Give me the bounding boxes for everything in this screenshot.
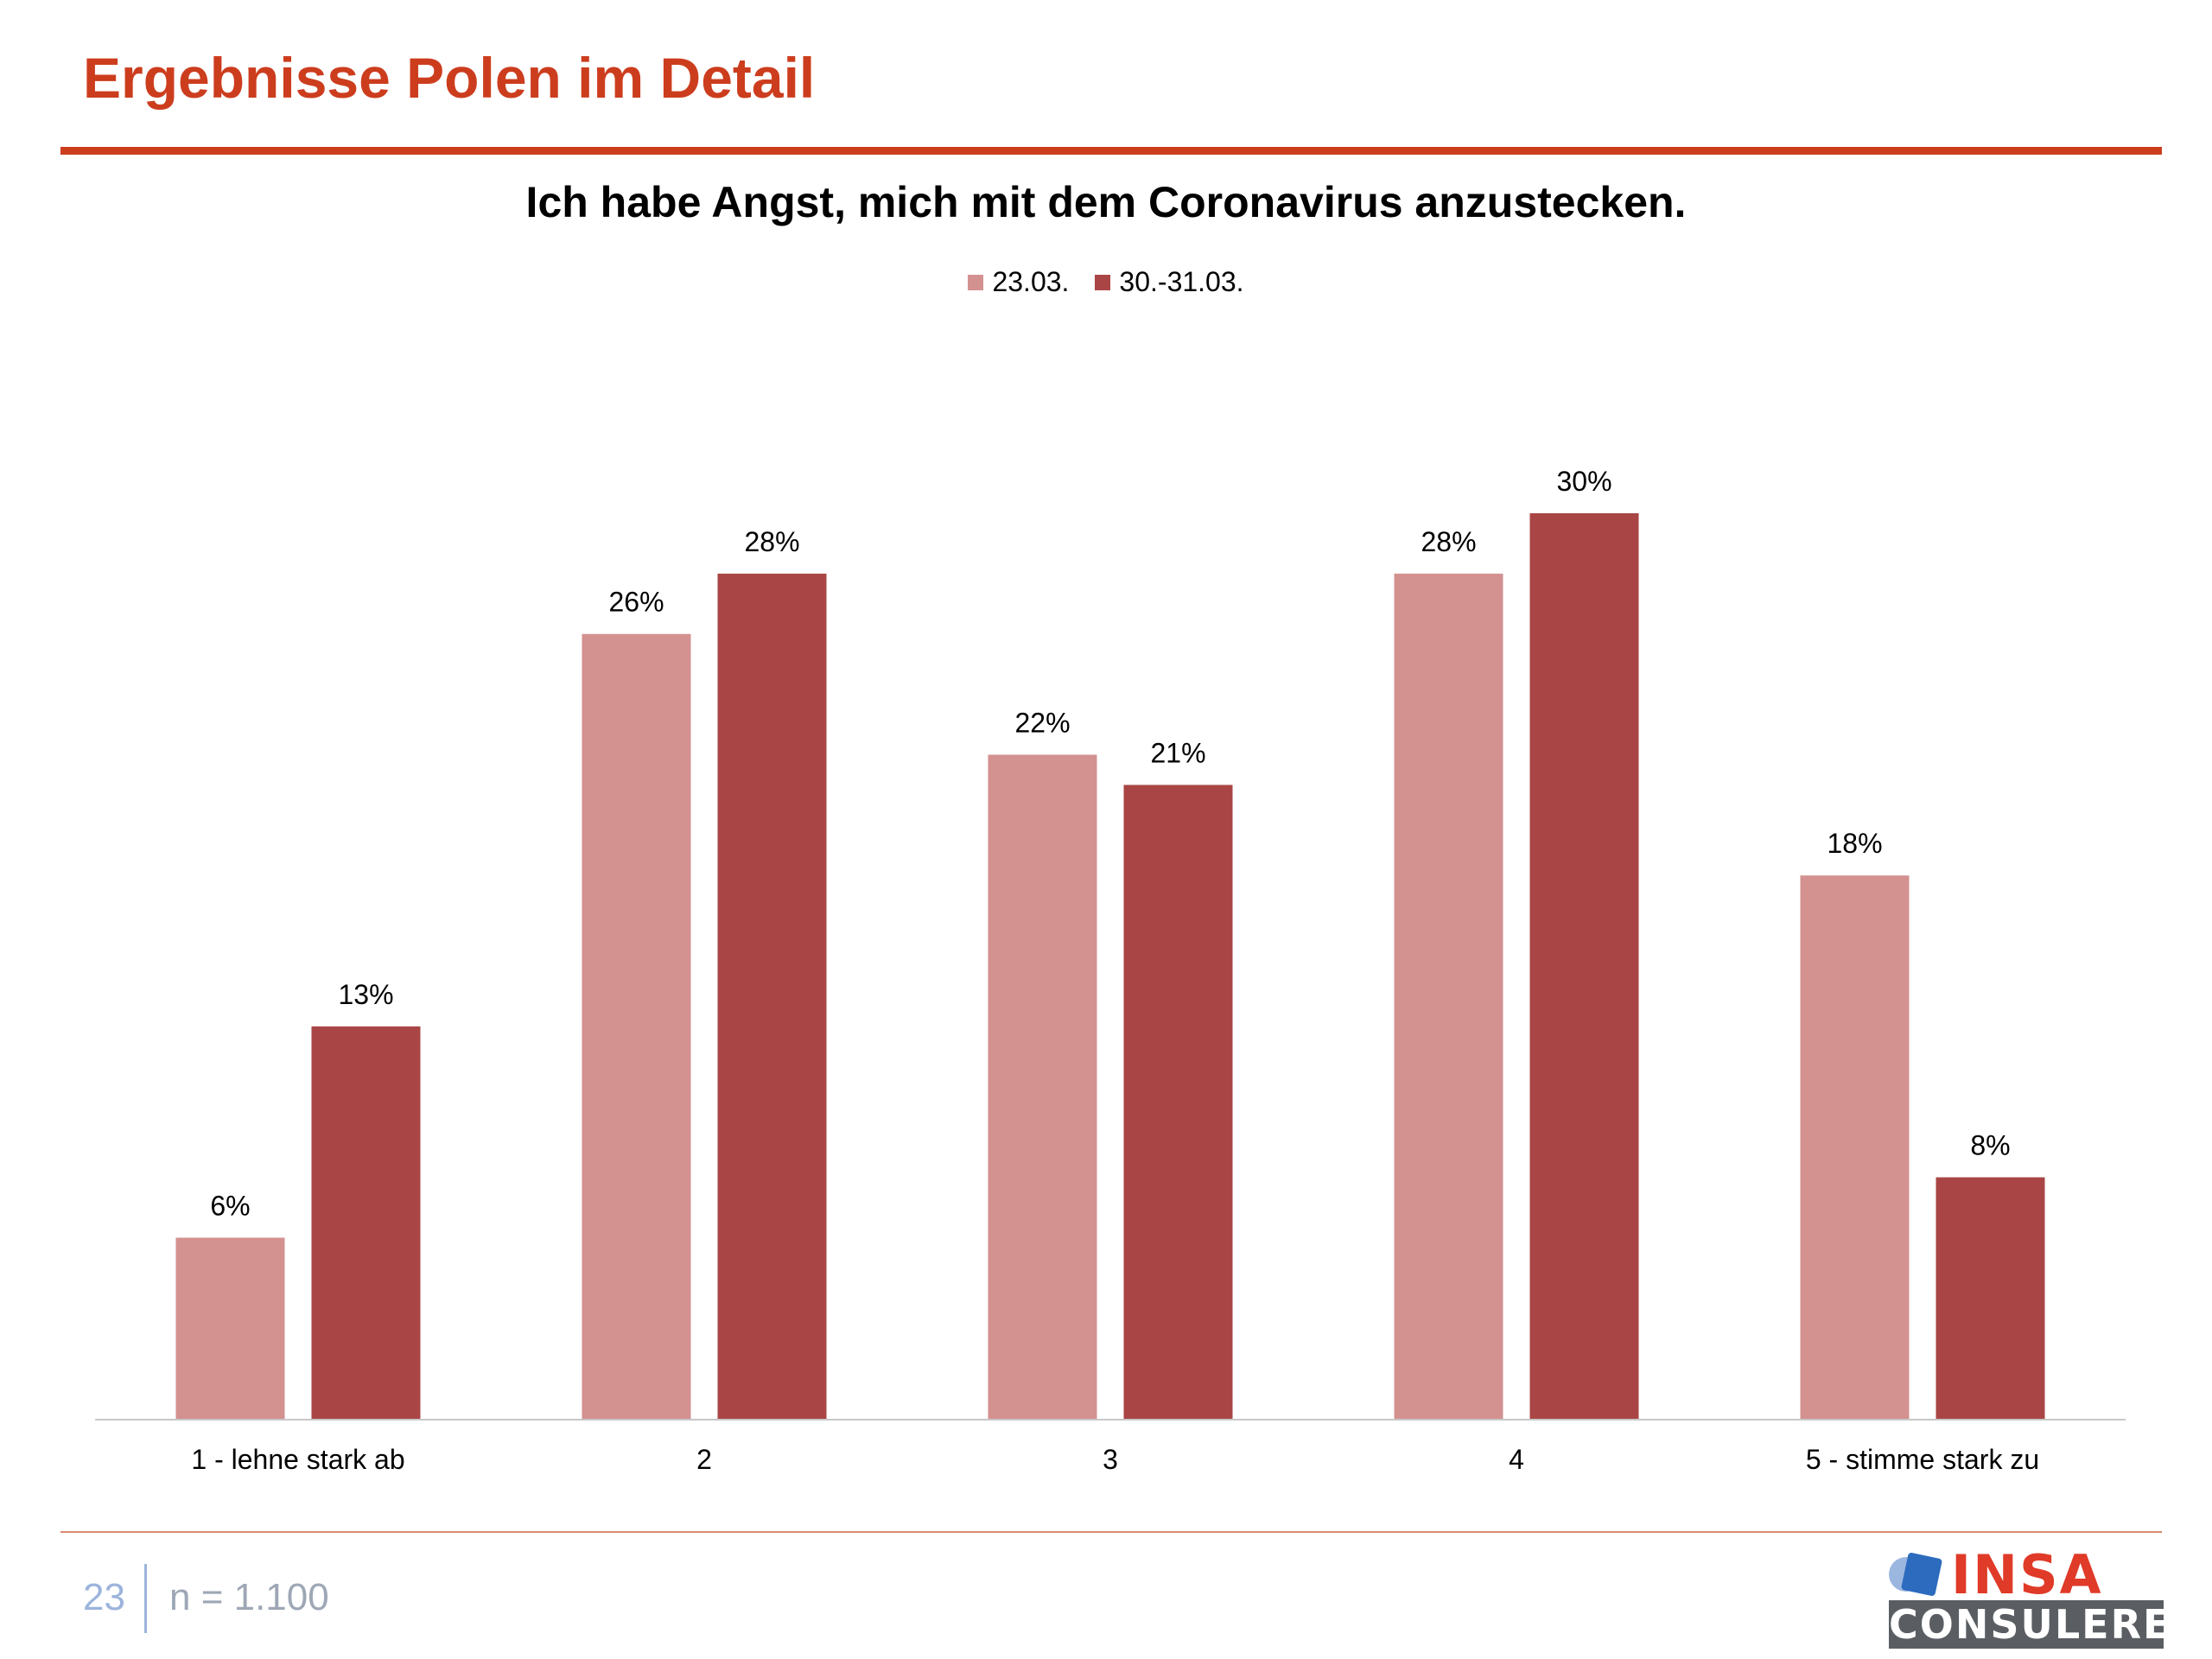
data-label-series-1-cat-2: 26% [608,587,664,618]
sample-size-note: n = 1.100 [169,1576,329,1618]
data-label-series-2-cat-2: 28% [744,526,799,557]
logo-subtitle: CONSULERE [1889,1600,2172,1649]
x-tick-label-5: 5 - stimme stark zu [1806,1444,2039,1475]
legend-label-series-2: 30.-31.03. [1119,266,1244,297]
logo-mark-icon [1889,1553,1942,1596]
data-label-series-2-cat-4: 30% [1556,466,1611,497]
logo-top: INSA [1889,1543,2164,1606]
bar-series-2-cat-4 [1529,513,1639,1419]
bar-series-2-cat-3 [1123,785,1233,1419]
footer-divider [144,1564,147,1633]
data-label-series-1-cat-5: 18% [1827,828,1882,859]
title-underline [60,147,2162,155]
bar-chart: 6% 13% 1 - lehne stark ab 26% 28% 2 22% 21% 3 28%… [95,466,2126,1475]
data-label-series-2-cat-3: 21% [1150,737,1205,768]
footer-rule [60,1531,2162,1533]
x-tick-label-3: 3 [1103,1444,1118,1475]
x-tick-label-4: 4 [1509,1444,1524,1475]
x-tick-label-2: 2 [696,1444,712,1475]
data-label-series-2-cat-5: 8% [1970,1130,2010,1161]
bar-series-1-cat-4 [1394,573,1503,1419]
legend-swatch-series-1 [968,274,984,290]
data-label-series-1-cat-1: 6% [210,1190,250,1221]
data-label-series-1-cat-3: 22% [1014,707,1070,738]
bar-series-2-cat-1 [311,1026,421,1419]
legend-item-series-2: 30.-31.03. [1095,266,1244,298]
data-label-series-1-cat-4: 28% [1421,526,1476,557]
bar-series-1-cat-1 [175,1237,285,1419]
page-number: 23 [83,1576,125,1618]
data-label-series-2-cat-1: 13% [338,979,393,1010]
logo-word: INSA [1951,1543,2103,1606]
bar-series-1-cat-5 [1800,875,1910,1419]
bar-series-1-cat-2 [582,633,691,1419]
bar-series-2-cat-2 [717,573,827,1419]
legend-label-series-1: 23.03. [992,266,1070,297]
x-tick-label-1: 1 - lehne stark ab [191,1444,404,1475]
legend-swatch-series-2 [1095,274,1111,290]
chart-legend: 23.03. 30.-31.03. [0,266,2212,298]
insa-consulere-logo: INSA CONSULERE [1889,1543,2172,1650]
bar-series-2-cat-5 [1936,1177,2045,1419]
slide-title: Ergebnisse Polen im Detail [83,46,816,110]
legend-item-series-1: 23.03. [968,266,1069,298]
bar-series-1-cat-3 [988,754,1097,1419]
chart-title: Ich habe Angst, mich mit dem Coronavirus… [525,178,1687,226]
